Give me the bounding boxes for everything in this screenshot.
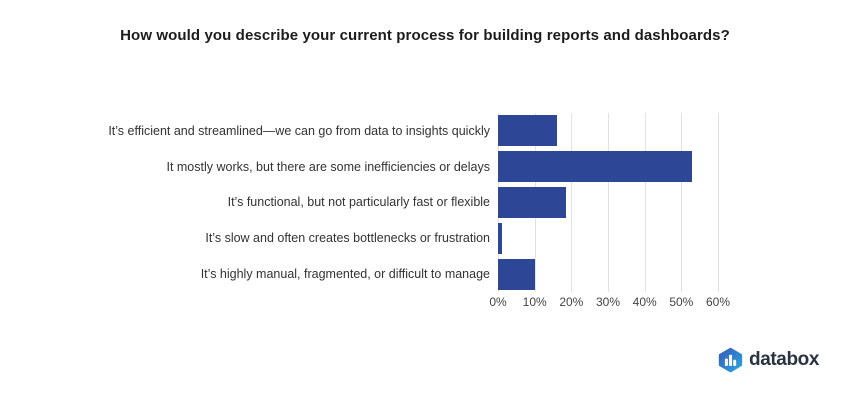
gridline [644, 113, 646, 292]
databox-logo: databox [717, 346, 819, 374]
bar [498, 187, 566, 218]
category-label: It’s functional, but not particularly fa… [227, 195, 490, 210]
bar [498, 151, 693, 183]
gridline [608, 113, 609, 292]
x-tick-label: 50% [669, 295, 694, 309]
bar [498, 115, 557, 147]
x-tick-label: 60% [705, 295, 731, 309]
category-label: It’s slow and often creates bottlenecks … [205, 231, 490, 246]
x-axis: 0% 10% 20% 30% 40% 50% 60% [489, 295, 758, 311]
x-tick-label: 40% [632, 295, 657, 309]
x-tick-label: 10% [522, 295, 547, 309]
plot-area [498, 113, 719, 292]
x-tick-label: 0% [489, 295, 507, 309]
gridline [718, 113, 719, 292]
category-label: It mostly works, but there are some inef… [166, 159, 490, 174]
x-tick-label: 20% [559, 295, 584, 309]
category-label: It’s efficient and streamlined—we can go… [108, 123, 490, 138]
bar [498, 222, 502, 254]
gridline [681, 113, 683, 292]
databox-hexagon-chart-icon [718, 347, 743, 373]
databox-logo-text: databox [749, 349, 820, 370]
category-label: It’s highly manual, fragmented, or diffi… [200, 267, 490, 282]
bar [498, 258, 535, 290]
chart-title: How would you describe your current proc… [120, 27, 730, 44]
gridline [571, 113, 573, 292]
x-tick-label: 30% [595, 295, 621, 309]
